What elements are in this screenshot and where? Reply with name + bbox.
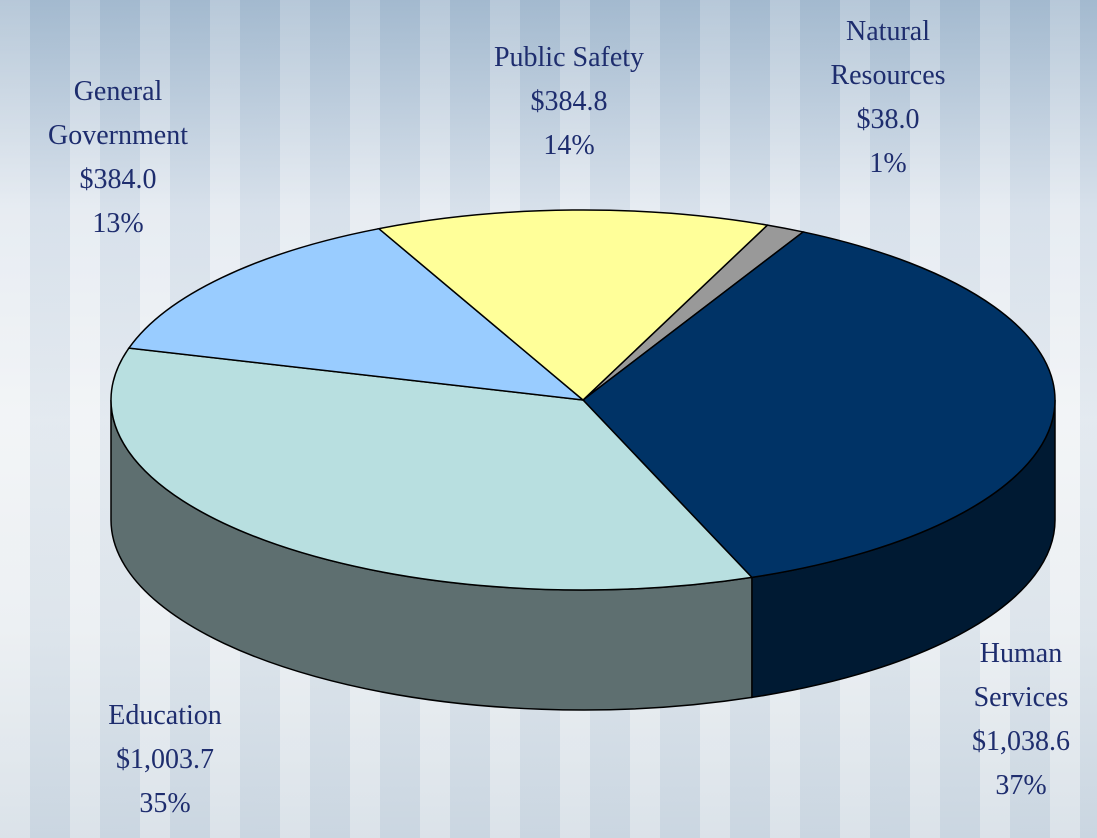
value-label: $384.0: [33, 158, 203, 202]
category-label: Public Safety: [484, 36, 654, 80]
category-label: Natural Resources: [803, 10, 973, 98]
page: (() => { const data = JSON.parse(documen…: [0, 0, 1097, 838]
value-label: $1,038.6: [936, 720, 1097, 764]
percent-label: 14%: [484, 124, 654, 168]
value-label: $38.0: [803, 98, 973, 142]
value-label: $384.8: [484, 80, 654, 124]
value-label: $1,003.7: [80, 738, 250, 782]
percent-label: 35%: [80, 782, 250, 826]
percent-label: 37%: [936, 764, 1097, 808]
percent-label: 1%: [803, 142, 973, 186]
percent-label: 13%: [33, 202, 203, 246]
category-label: Human Services: [936, 632, 1097, 720]
category-label: Education: [80, 694, 250, 738]
category-label: General Government: [33, 70, 203, 158]
